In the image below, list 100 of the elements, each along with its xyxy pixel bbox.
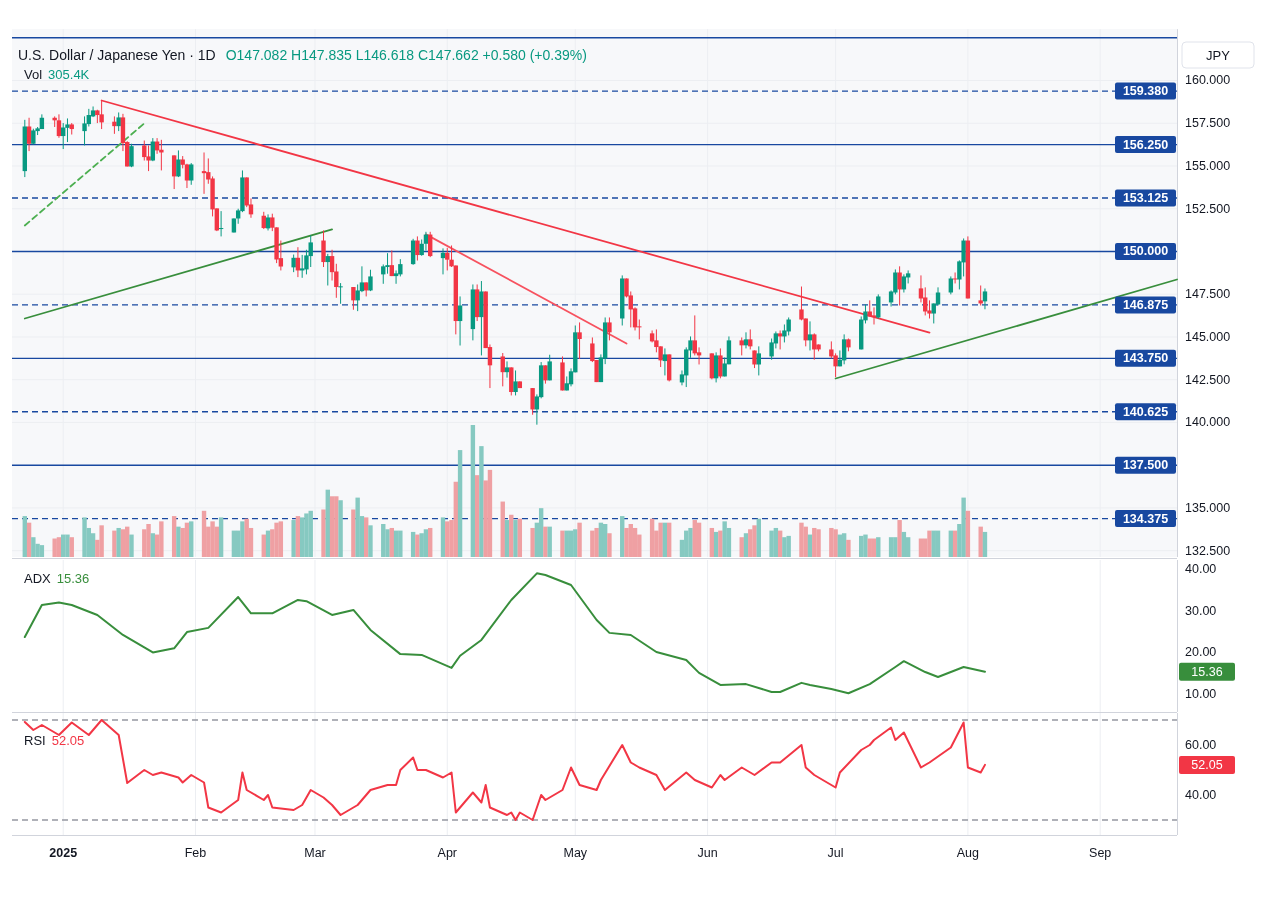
bar [743,533,749,557]
bar [112,530,117,557]
bar [184,522,190,557]
y-tick-label: 20.00 [1185,645,1217,660]
bar [897,520,902,557]
candlestick [338,282,343,305]
y-tick-label: 135.000 [1185,500,1231,515]
bar [504,520,510,557]
text: 52.05 [1191,757,1223,772]
y-tick-label: 30.00 [1185,603,1217,618]
bar [978,526,983,557]
bar [474,475,480,557]
bar [171,516,177,557]
line-series [23,572,986,695]
candlestick [748,328,753,350]
candlestick [662,347,668,376]
candlestick [513,369,518,396]
bar [658,522,663,557]
ref-line-label: 140.625 [1122,404,1169,419]
bar [590,530,595,557]
bar [598,522,604,557]
bar [752,525,757,557]
bar [487,469,493,557]
bar [564,530,569,557]
bar [786,535,791,557]
bar [833,529,838,557]
bar [338,500,343,557]
bar [56,537,62,557]
candlestick [129,143,134,168]
bar [304,513,309,557]
x-tick-label: Mar [304,846,326,860]
text: RSI [24,732,46,748]
bar [888,537,894,557]
y-tick-label: 132.500 [1185,543,1231,558]
bar [748,529,753,557]
bar [863,534,868,557]
bar [65,534,70,557]
bar [31,537,36,557]
bar [381,524,386,557]
candlestick [321,229,326,268]
bar [120,529,126,557]
x-tick-label: Apr [437,846,457,860]
bar [500,501,505,557]
bar [445,521,450,557]
y-tick-label: 155.000 [1185,158,1231,173]
bar [782,537,787,557]
bar [146,524,151,557]
bar [321,509,326,557]
x-tick-label: Jul [827,846,844,860]
bar [666,522,672,557]
bar [756,518,761,557]
bar [513,520,518,557]
bar [696,522,702,557]
bar [846,539,851,557]
text: O147.082 H147.835 L146.618 C147.662 +0.580 (+0.39%) [225,47,587,63]
bar [568,530,574,557]
bar [965,510,971,557]
bar [982,531,988,557]
bar [428,527,433,557]
bar [180,527,185,557]
ref-line-label: 156.250 [1122,137,1169,152]
bar [129,534,134,557]
candlestick [530,387,535,416]
bar [816,529,821,557]
candlestick [812,332,817,361]
bar [876,537,881,557]
bar [952,530,958,557]
ref-line-label: 137.500 [1122,458,1169,473]
bar [948,530,954,557]
bar [82,517,87,557]
bar [176,526,181,557]
bar [773,527,779,557]
bar [265,530,271,557]
bar [244,518,249,557]
candlestick [807,320,813,351]
bar [470,425,476,557]
bar [410,531,416,557]
bar [278,521,284,557]
bar [594,527,599,557]
y-tick-label: 40.00 [1185,562,1217,577]
bar [841,533,847,557]
bar [308,510,313,557]
bar [39,545,45,557]
candlestick [952,272,958,284]
candlestick [381,263,386,285]
bar [398,530,403,557]
bar [713,531,719,557]
bar [901,531,907,557]
bar [116,527,121,557]
x-tick-label: Feb [184,846,207,860]
bar [649,518,655,557]
candlestick [577,321,582,360]
bar [803,526,808,557]
candlestick [863,303,868,324]
bar [632,527,638,557]
candlestick [743,331,749,349]
bar [240,521,245,557]
ref-line-label: 134.375 [1122,511,1169,526]
bar [368,525,373,557]
bar [684,530,689,557]
